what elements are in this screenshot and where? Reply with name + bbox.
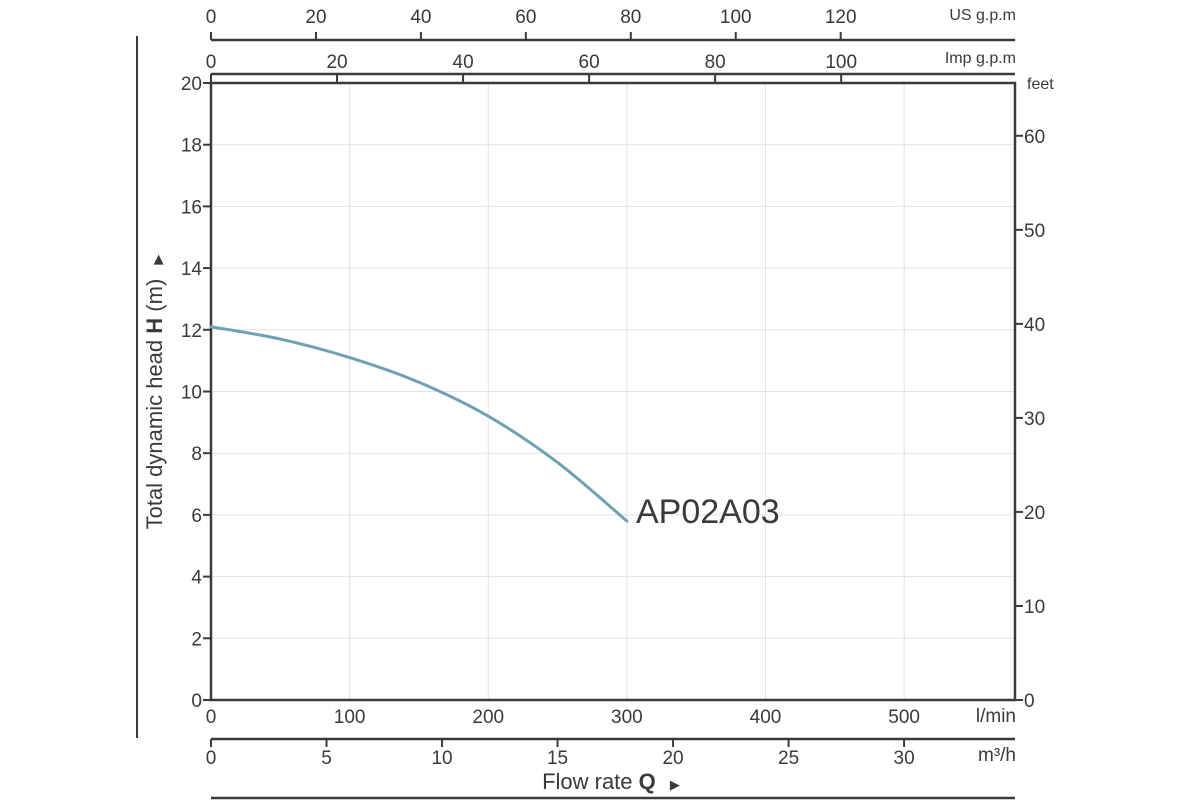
y-axis-title-unit: (m) [142, 279, 167, 312]
x-lmin-tick-label: 0 [206, 707, 217, 728]
x-m3h-tick-label: 5 [321, 748, 332, 769]
x-m3h-tick-label: 10 [431, 748, 452, 769]
x-m3h-tick-label: 30 [894, 748, 915, 769]
x-imp-tick-label: 40 [453, 52, 474, 73]
x-lmin-tick-label: 300 [611, 707, 643, 728]
x-us-tick-label: 20 [305, 7, 326, 28]
x-us-tick-label: 60 [515, 7, 536, 28]
y-right-tick-label: 20 [1024, 503, 1045, 524]
y-left-tick-label: 14 [181, 259, 203, 280]
x-lmin-tick-label: 400 [750, 707, 782, 728]
y-right-tick-label: 30 [1024, 409, 1045, 430]
y-right-tick-label: 50 [1024, 221, 1045, 242]
y-axis-title-symbol: H [142, 318, 167, 334]
series-line-ap02a03 [209, 325, 629, 523]
x-us-tick-label: 120 [825, 7, 857, 28]
y-left-tick-label: 2 [191, 629, 202, 650]
x-m3h-unit-label: m³/h [978, 745, 1016, 766]
x-m3h-ticks: 0 5 10 15 20 25 30 [206, 739, 915, 769]
x-lmin-tick-label: 500 [888, 707, 920, 728]
y-left-tick-label: 0 [191, 691, 202, 712]
x-imp-unit-label: Imp g.p.m [945, 50, 1016, 67]
y-axis-title-group: Total dynamic head H (m) ▶ [142, 255, 167, 530]
x-axis-arrow-icon: ▶ [670, 777, 680, 792]
x-axis-title-text: Flow rate [542, 769, 632, 794]
x-m3h-tick-label: 0 [206, 748, 217, 769]
series-label-ap02a03: AP02A03 [636, 493, 780, 531]
x-lmin-ticks: 0 100 200 300 400 500 [206, 707, 920, 728]
x-us-tick-label: 80 [620, 7, 641, 28]
x-m3h-tick-label: 20 [662, 748, 683, 769]
y-axis-arrow-icon: ▶ [150, 255, 165, 265]
x-axis-title-symbol: Q [639, 769, 656, 794]
y-right-unit-label: feet [1027, 76, 1054, 93]
y-axis-title: Total dynamic head H (m) ▶ [142, 255, 167, 530]
x-imp-gpm-ticks: 0 20 40 60 80 100 [206, 52, 857, 82]
x-us-tick-label: 40 [410, 7, 431, 28]
y-right-ticks: 0 10 20 30 40 50 60 [1015, 127, 1045, 712]
y-left-tick-label: 8 [191, 444, 202, 465]
grid-lines [211, 83, 1015, 700]
x-us-tick-label: 0 [206, 7, 217, 28]
x-lmin-unit-label: l/min [976, 706, 1016, 727]
y-left-tick-label: 4 [191, 568, 202, 589]
y-left-tick-label: 20 [181, 74, 202, 95]
x-us-tick-label: 100 [720, 7, 752, 28]
x-imp-tick-label: 20 [326, 52, 347, 73]
x-us-unit-label: US g.p.m [949, 7, 1016, 24]
x-lmin-tick-label: 100 [334, 707, 366, 728]
x-imp-tick-label: 100 [825, 52, 857, 73]
y-right-tick-label: 60 [1024, 127, 1045, 148]
x-imp-tick-label: 80 [705, 52, 726, 73]
x-axis-title: Flow rate Q ▶ [542, 769, 680, 794]
y-left-tick-label: 10 [181, 383, 202, 404]
x-imp-tick-label: 60 [579, 52, 600, 73]
y-left-tick-label: 6 [191, 506, 202, 527]
y-left-tick-label: 16 [181, 197, 202, 218]
y-right-tick-label: 10 [1024, 597, 1045, 618]
x-lmin-tick-label: 200 [472, 707, 504, 728]
x-m3h-tick-label: 25 [778, 748, 799, 769]
y-axis-title-text: Total dynamic head [142, 340, 167, 530]
y-left-tick-label: 12 [181, 321, 202, 342]
y-left-tick-label: 18 [181, 136, 202, 157]
y-right-tick-label: 0 [1024, 691, 1035, 712]
x-m3h-tick-label: 15 [547, 748, 568, 769]
y-right-tick-label: 40 [1024, 315, 1045, 336]
x-us-gpm-ticks: 0 20 40 60 80 100 120 [206, 7, 857, 40]
y-left-ticks: 0 2 4 6 8 10 12 14 16 18 20 [181, 74, 211, 712]
x-imp-tick-label: 0 [206, 52, 217, 73]
